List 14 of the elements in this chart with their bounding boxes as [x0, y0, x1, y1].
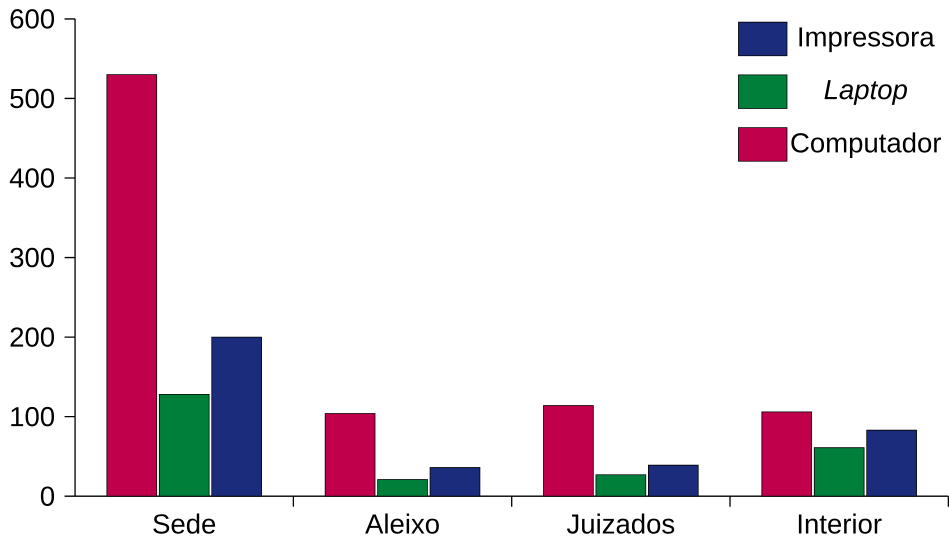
x-tick-label: Sede: [153, 514, 216, 534]
y-tick-label: 500: [10, 88, 54, 108]
legend-label: Computador: [791, 132, 942, 158]
x-tick-label: Aleixo: [365, 514, 439, 534]
legend-label: Impressora: [799, 28, 935, 52]
x-tick-label: Juizados: [566, 514, 674, 534]
y-tick-label: 200: [10, 327, 54, 347]
legend-label: Laptop: [824, 80, 907, 105]
y-tick-label: 100: [11, 406, 54, 426]
y-tick-label: 300: [10, 248, 54, 268]
y-tick-label: 400: [10, 168, 54, 188]
x-tick-label: Interior: [798, 514, 882, 534]
y-tick-label: 600: [10, 9, 54, 29]
y-tick-label: 0: [40, 486, 54, 506]
